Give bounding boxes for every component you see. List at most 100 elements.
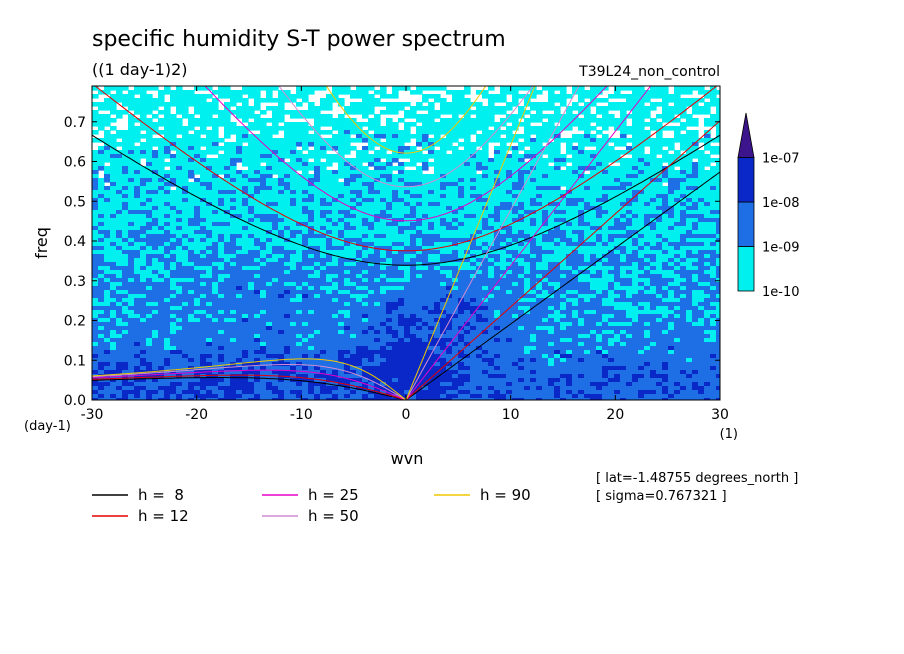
- heatmap-cell: [200, 278, 207, 283]
- heatmap-cell: [620, 174, 627, 179]
- heatmap-cell: [302, 290, 309, 295]
- heatmap-cell: [218, 234, 225, 239]
- heatmap-cell: [170, 162, 177, 167]
- heatmap-cell: [104, 218, 111, 223]
- heatmap-cell: [674, 238, 681, 243]
- heatmap-cell: [446, 138, 453, 143]
- heatmap-cell: [266, 130, 273, 135]
- heatmap-cell: [176, 154, 183, 159]
- heatmap-cell: [464, 218, 471, 223]
- heatmap-cell: [704, 118, 711, 123]
- heatmap-cell: [668, 158, 675, 163]
- heatmap-cell: [200, 110, 207, 115]
- heatmap-cell: [542, 182, 549, 187]
- heatmap-cell: [656, 158, 663, 163]
- heatmap-cell: [656, 166, 663, 171]
- heatmap-cell: [410, 262, 417, 267]
- heatmap-cell: [176, 86, 183, 91]
- heatmap-cell: [152, 238, 159, 243]
- heatmap-cell: [500, 150, 507, 155]
- heatmap-cell: [386, 286, 393, 291]
- heatmap-cell: [170, 94, 177, 99]
- heatmap-cell: [530, 270, 537, 275]
- heatmap-cell: [680, 146, 687, 151]
- heatmap-cell: [650, 158, 657, 163]
- heatmap-cell: [332, 86, 339, 91]
- heatmap-cell: [410, 106, 417, 111]
- heatmap-cell: [134, 166, 141, 171]
- heatmap-cell: [350, 174, 357, 179]
- heatmap-cell: [224, 290, 231, 295]
- heatmap-cell: [218, 182, 225, 187]
- heatmap-cell: [122, 182, 129, 187]
- heatmap-cell: [296, 102, 303, 107]
- heatmap-cell: [200, 250, 207, 255]
- heatmap-cell: [188, 194, 195, 199]
- heatmap-cell: [188, 186, 195, 191]
- heatmap-cell: [608, 106, 615, 111]
- heatmap-cell: [422, 222, 429, 227]
- heatmap-cell: [320, 282, 327, 287]
- heatmap-cell: [542, 266, 549, 271]
- heatmap-cell: [530, 214, 537, 219]
- heatmap-cell: [662, 290, 669, 295]
- heatmap-cell: [434, 134, 441, 139]
- heatmap-cell: [320, 98, 327, 103]
- heatmap-cell: [380, 150, 387, 155]
- heatmap-cell: [194, 286, 201, 291]
- heatmap-cell: [218, 110, 225, 115]
- heatmap-cell: [608, 222, 615, 227]
- heatmap-cell: [632, 242, 639, 247]
- heatmap-cell: [440, 118, 447, 123]
- heatmap-cell: [326, 210, 333, 215]
- heatmap-cell: [674, 174, 681, 179]
- heatmap-cell: [386, 258, 393, 263]
- heatmap-cell: [374, 266, 381, 271]
- heatmap-cell: [404, 162, 411, 167]
- heatmap-cell: [386, 178, 393, 183]
- heatmap-cell: [446, 110, 453, 115]
- heatmap-cell: [158, 258, 165, 263]
- heatmap-cell: [572, 246, 579, 251]
- heatmap-cell: [362, 230, 369, 235]
- heatmap-cell: [290, 206, 297, 211]
- heatmap-cell: [392, 142, 399, 147]
- heatmap-cell: [404, 122, 411, 127]
- heatmap-cell: [314, 138, 321, 143]
- heatmap-cell: [716, 174, 720, 179]
- heatmap-cell: [572, 282, 579, 287]
- heatmap-cell: [548, 282, 555, 287]
- heatmap-cell: [92, 270, 99, 275]
- heatmap-cell: [452, 238, 459, 243]
- heatmap-cell: [236, 250, 243, 255]
- heatmap-cell: [152, 174, 159, 179]
- heatmap-cell: [164, 218, 171, 223]
- heatmap-cell: [188, 238, 195, 243]
- heatmap-cell: [698, 214, 705, 219]
- heatmap-cell: [632, 118, 639, 123]
- heatmap-cell: [278, 226, 285, 231]
- heatmap-cell: [374, 118, 381, 123]
- heatmap-cell: [428, 94, 435, 99]
- heatmap-cell: [248, 254, 255, 259]
- heatmap-cell: [392, 206, 399, 211]
- heatmap-cell: [170, 258, 177, 263]
- heatmap-cell: [464, 186, 471, 191]
- heatmap-cell: [188, 222, 195, 227]
- heatmap-cell: [164, 190, 171, 195]
- heatmap-cell: [410, 182, 417, 187]
- heatmap-cell: [326, 146, 333, 151]
- heatmap-cell: [110, 266, 117, 271]
- heatmap-cell: [710, 198, 717, 203]
- heatmap-cell: [662, 154, 669, 159]
- heatmap-cell: [368, 106, 375, 111]
- heatmap-cell: [272, 86, 279, 91]
- heatmap-cell: [200, 218, 207, 223]
- heatmap-cell: [158, 118, 165, 123]
- heatmap-cell: [368, 98, 375, 103]
- heatmap-cell: [236, 270, 243, 275]
- heatmap-cell: [374, 242, 381, 247]
- heatmap-cell: [110, 262, 117, 267]
- heatmap-cell: [548, 290, 555, 295]
- heatmap-cell: [578, 194, 585, 199]
